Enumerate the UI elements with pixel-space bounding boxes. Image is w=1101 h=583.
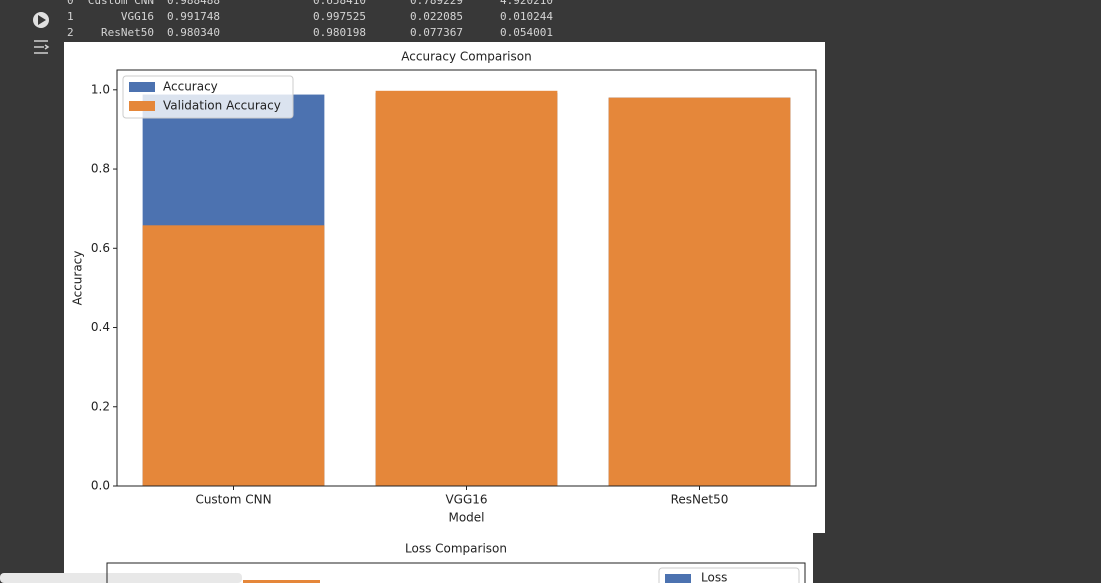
x-tick-label: VGG16 [445,493,487,507]
table-cell: 0.077367 [410,26,463,39]
axes-frame [106,562,806,583]
x-tick-label: ResNet50 [671,493,729,507]
legend-box [658,567,800,583]
bar [608,97,791,486]
legend-label: Loss [701,571,727,583]
y-tick-label: 0.0 [91,479,110,493]
table-cell: 0 [67,0,74,7]
bar-partial [243,580,320,583]
table-cell: VGG16 [121,10,154,23]
table-cell: 0.022085 [410,10,463,23]
chart-title: Loss Comparison [405,542,507,556]
legend-swatch [129,82,155,92]
table-cell: 2 [67,26,74,39]
table-cell: 0.988488 [167,0,220,7]
table-cell: 0.991748 [167,10,220,23]
chart-title: Accuracy Comparison [401,50,531,64]
run-icon [38,15,46,25]
table-cell: 0.997525 [313,10,366,23]
table-cell: 0.054001 [500,26,553,39]
table-cell: 0.658410 [313,0,366,7]
table-cell: 0.789229 [410,0,463,7]
legend-swatch [665,574,691,583]
table-cell: 0.980340 [167,26,220,39]
legend-box [122,75,294,119]
legend-label: Accuracy [163,80,218,94]
x-tick-label: Custom CNN [195,493,271,507]
table-cell: 4.920210 [500,0,553,7]
y-tick-label: 0.4 [91,320,110,334]
x-axis-label: Model [448,511,484,525]
y-tick-label: 1.0 [91,82,110,96]
table-cell: ResNet50 [101,26,154,39]
output-icon[interactable] [34,40,50,54]
bar [142,225,325,486]
y-tick-label: 0.2 [91,399,110,413]
table-cell: 0.980198 [313,26,366,39]
y-tick-label: 0.6 [91,241,110,255]
table-cell: Custom CNN [88,0,154,7]
legend-swatch [129,101,155,111]
table-output: 0 Custom CNN 0.988488 0.658410 0.789229 4.920… [67,0,553,39]
y-axis-label: Accuracy [71,251,85,306]
table-cell: 0.010244 [500,10,553,23]
y-tick-label: 0.8 [91,162,110,176]
table-cell: 1 [67,10,74,23]
axes-frame [116,69,817,487]
bar [375,90,558,487]
legend-label: Validation Accuracy [163,99,281,113]
overlay [0,573,242,583]
